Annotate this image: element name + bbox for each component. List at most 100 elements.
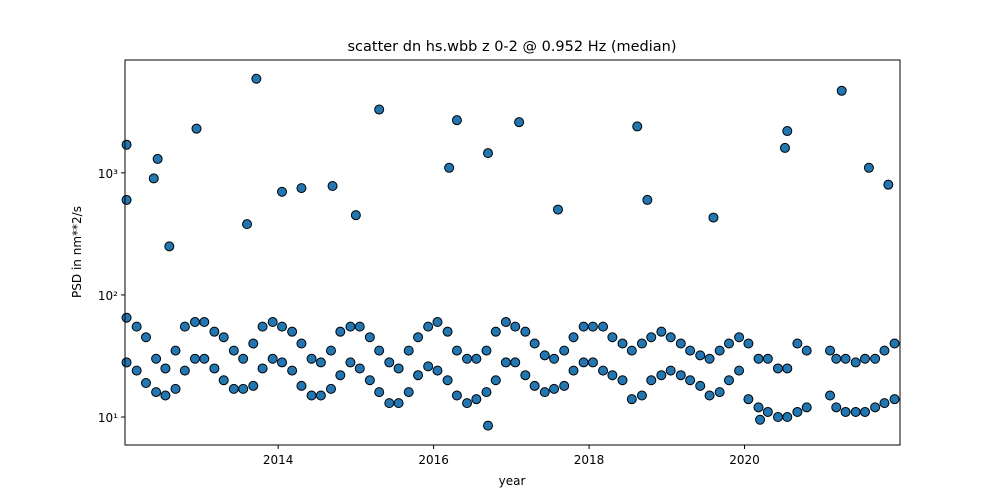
point bbox=[423, 361, 434, 372]
point bbox=[131, 365, 142, 376]
point bbox=[296, 338, 307, 349]
point bbox=[490, 326, 501, 337]
point bbox=[714, 387, 725, 398]
point bbox=[656, 370, 667, 381]
point bbox=[734, 332, 745, 343]
point bbox=[251, 73, 262, 84]
point bbox=[384, 357, 395, 368]
y-axis-label: PSD in nm**2/s bbox=[70, 206, 84, 298]
point bbox=[218, 375, 229, 386]
point bbox=[708, 212, 719, 223]
point bbox=[879, 398, 890, 409]
point bbox=[354, 363, 365, 374]
point bbox=[714, 345, 725, 356]
point bbox=[257, 363, 268, 374]
point bbox=[374, 345, 385, 356]
point bbox=[140, 377, 151, 388]
point bbox=[626, 345, 637, 356]
point bbox=[442, 375, 453, 386]
point bbox=[160, 390, 171, 401]
point bbox=[199, 317, 210, 328]
point bbox=[836, 85, 847, 96]
point bbox=[267, 353, 278, 364]
point bbox=[423, 321, 434, 332]
point bbox=[743, 338, 754, 349]
point bbox=[403, 387, 414, 398]
point bbox=[199, 353, 210, 364]
point bbox=[248, 380, 259, 391]
point bbox=[325, 345, 336, 356]
points bbox=[121, 73, 900, 431]
point bbox=[801, 345, 812, 356]
point bbox=[413, 332, 424, 343]
point bbox=[325, 383, 336, 394]
point bbox=[287, 365, 298, 376]
point bbox=[179, 365, 190, 376]
point bbox=[879, 345, 890, 356]
point bbox=[552, 204, 563, 215]
point bbox=[500, 357, 511, 368]
point bbox=[151, 353, 162, 364]
point bbox=[598, 321, 609, 332]
point bbox=[189, 353, 200, 364]
point bbox=[539, 350, 550, 361]
point bbox=[755, 414, 766, 425]
point bbox=[267, 317, 278, 328]
point bbox=[598, 365, 609, 376]
point bbox=[559, 345, 570, 356]
point bbox=[296, 380, 307, 391]
point bbox=[549, 383, 560, 394]
point bbox=[451, 345, 462, 356]
point bbox=[148, 173, 159, 184]
plot-frame bbox=[124, 59, 901, 446]
point bbox=[350, 210, 361, 221]
y-tick-label: 10¹ bbox=[98, 411, 118, 425]
point bbox=[704, 390, 715, 401]
x-tick-label: 2014 bbox=[263, 453, 294, 467]
point bbox=[675, 370, 686, 381]
point bbox=[617, 338, 628, 349]
point bbox=[782, 126, 793, 137]
point bbox=[189, 317, 200, 328]
point bbox=[364, 375, 375, 386]
point bbox=[228, 345, 239, 356]
point bbox=[840, 406, 851, 417]
point bbox=[442, 326, 453, 337]
point bbox=[471, 394, 482, 405]
point bbox=[209, 363, 220, 374]
point bbox=[228, 383, 239, 394]
point bbox=[549, 353, 560, 364]
point bbox=[753, 353, 764, 364]
point bbox=[772, 363, 783, 374]
point bbox=[151, 387, 162, 398]
point bbox=[568, 365, 579, 376]
point bbox=[782, 412, 793, 423]
point bbox=[393, 398, 404, 409]
point bbox=[860, 353, 871, 364]
point bbox=[636, 338, 647, 349]
point bbox=[685, 375, 696, 386]
point bbox=[792, 406, 803, 417]
point bbox=[500, 317, 511, 328]
point bbox=[364, 332, 375, 343]
point bbox=[121, 312, 132, 323]
y-tick-label: 10³ bbox=[98, 167, 118, 181]
point bbox=[170, 383, 181, 394]
point bbox=[607, 332, 618, 343]
point bbox=[559, 380, 570, 391]
point bbox=[779, 142, 790, 153]
point bbox=[695, 350, 706, 361]
point bbox=[587, 321, 598, 332]
point bbox=[850, 406, 861, 417]
point bbox=[529, 380, 540, 391]
point bbox=[578, 321, 589, 332]
point bbox=[587, 357, 598, 368]
point bbox=[483, 148, 494, 159]
point bbox=[840, 353, 851, 364]
point bbox=[121, 139, 132, 150]
point bbox=[656, 326, 667, 337]
point bbox=[762, 353, 773, 364]
point bbox=[335, 370, 346, 381]
